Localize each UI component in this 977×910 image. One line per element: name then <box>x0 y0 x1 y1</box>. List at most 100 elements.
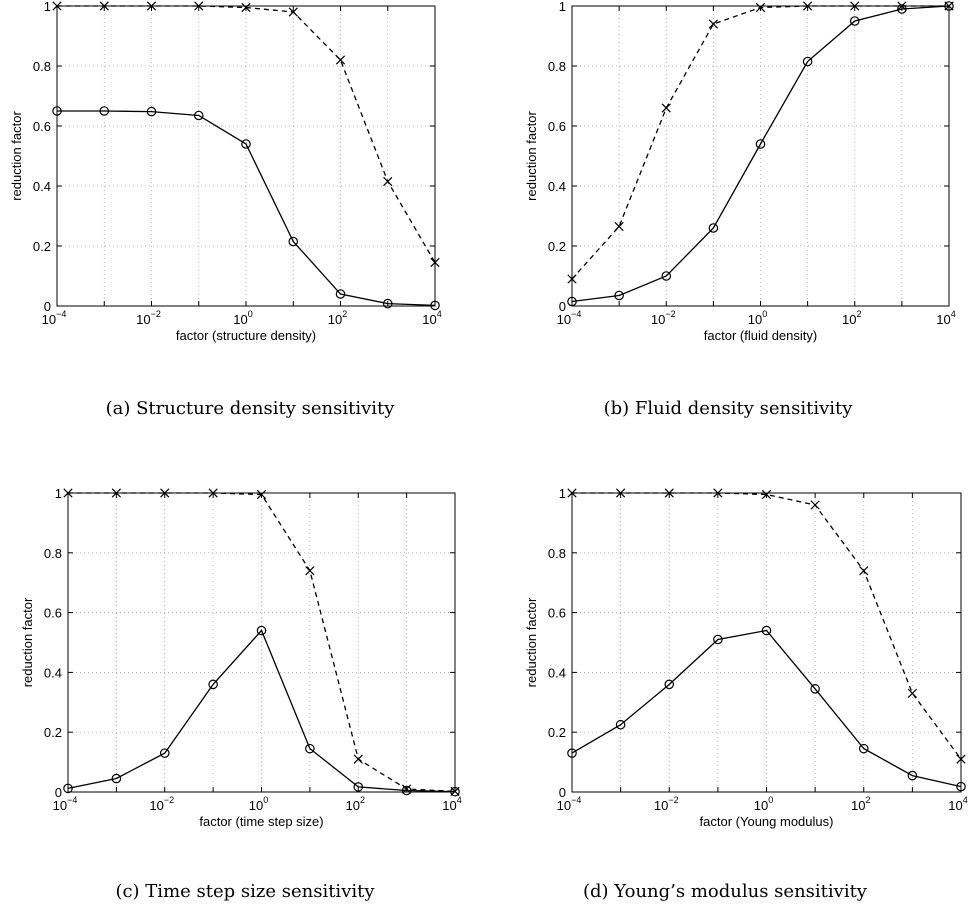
grid <box>572 493 961 792</box>
data-point-circle <box>907 770 918 781</box>
data-point-circle <box>810 684 820 694</box>
y-tick-label: 0.2 <box>548 725 566 740</box>
data-point-circle <box>761 625 772 636</box>
data-point-circle <box>755 139 766 149</box>
plot-frame <box>571 5 950 307</box>
plot-area <box>572 493 961 792</box>
y-tick-label: 0.6 <box>548 606 566 621</box>
data-point-cross <box>335 55 346 65</box>
plot-frame <box>571 492 962 793</box>
x-axis-label: factor (Young modulus) <box>700 814 834 829</box>
data-point-cross <box>305 566 315 576</box>
data-point-cross <box>256 489 267 500</box>
x-axis-label: factor (structure density) <box>176 328 316 343</box>
data-point-cross <box>614 221 624 232</box>
data-point-circle <box>382 298 393 309</box>
data-point-circle <box>849 16 860 26</box>
x-tick-label: 100 <box>748 309 767 327</box>
y-axis-label: reduction factor <box>9 111 24 201</box>
y-tick-label: 0.8 <box>548 546 566 561</box>
data-point-circle <box>241 139 251 149</box>
data-point-circle <box>664 679 675 690</box>
data-point-circle <box>897 4 907 14</box>
series-line-solid <box>571 629 962 788</box>
y-tick-label: 0.4 <box>44 665 62 680</box>
y-tick-label: 0.6 <box>44 606 62 621</box>
data-point-circle <box>614 290 624 301</box>
panel-caption: (d) Young’s modulus sensitivity <box>583 881 868 902</box>
panel-caption: (b) Fluid density sensitivity <box>604 398 854 419</box>
x-tick-label: 104 <box>422 309 441 327</box>
data-point-circle <box>615 719 626 730</box>
data-point-cross <box>241 2 251 13</box>
x-tick-label: 102 <box>346 795 365 813</box>
y-tick-label: 0.6 <box>548 119 566 134</box>
y-tick-label: 0.4 <box>548 179 566 194</box>
x-tick-label: 100 <box>249 795 268 813</box>
y-tick-label: 0.8 <box>548 59 566 74</box>
data-point-circle <box>353 782 364 792</box>
grid <box>68 493 455 792</box>
data-point-circle <box>288 236 299 247</box>
y-tick-label: 0.2 <box>44 725 62 740</box>
chart-panel-c: 10−4 10−2 100 102 104 0 0.2 0.4 0.6 0.8 1 factor (t… <box>20 486 462 902</box>
data-point-circle <box>661 271 672 281</box>
data-point-circle <box>708 223 719 233</box>
y-tick-label: 0 <box>44 299 51 314</box>
x-tick-label: 10−2 <box>149 795 174 813</box>
y-tick-label: 0.8 <box>33 59 51 74</box>
data-point-cross <box>661 103 671 113</box>
data-point-cross <box>353 754 363 764</box>
data-point-circle <box>802 56 813 67</box>
y-tick-label: 0.2 <box>33 239 51 254</box>
x-tick-label: 10−4 <box>557 309 582 327</box>
x-axis-label: factor (fluid density) <box>704 328 817 343</box>
panel-caption: (c) Time step size sensitivity <box>115 881 375 902</box>
data-point-circle <box>208 679 218 690</box>
y-tick-label: 0.2 <box>548 239 566 254</box>
data-point-cross <box>755 2 766 13</box>
data-point-cross <box>859 566 869 576</box>
chart-panel-a: 10−4 10−2 100 102 104 0 0.2 0.4 0.6 0.8 1 factor (s… <box>9 0 442 419</box>
x-tick-label: 102 <box>328 309 347 327</box>
y-axis-label: reduction factor <box>524 597 539 687</box>
x-tick-label: 100 <box>233 309 252 327</box>
x-tick-label: 102 <box>851 795 870 813</box>
data-point-circle <box>146 106 157 117</box>
y-tick-label: 0 <box>55 785 62 800</box>
x-tick-label: 10−2 <box>654 795 679 813</box>
chart-panel-d: 10−4 10−2 100 102 104 0 0.2 0.4 0.6 0.8 1 factor (Y… <box>524 486 968 902</box>
x-tick-label: 102 <box>842 309 861 327</box>
y-axis-label: reduction factor <box>20 597 35 687</box>
series-line-solid <box>67 629 456 793</box>
data-point-circle <box>713 634 723 645</box>
x-tick-label: 10−2 <box>651 309 676 327</box>
y-tick-label: 0.8 <box>44 546 62 561</box>
y-tick-label: 1 <box>55 486 62 501</box>
data-point-circle <box>256 625 267 636</box>
x-tick-label: 10−4 <box>42 309 67 327</box>
data-point-circle <box>193 110 204 121</box>
data-point-cross <box>907 688 917 698</box>
x-tick-label: 104 <box>948 795 967 813</box>
data-point-circle <box>159 748 170 758</box>
plot-frame <box>56 5 436 307</box>
data-point-circle <box>111 773 122 784</box>
data-point-circle <box>335 289 346 299</box>
data-point-cross <box>810 500 820 510</box>
y-tick-label: 0.4 <box>33 179 51 194</box>
data-point-cross <box>383 176 393 187</box>
plot-area <box>572 6 949 306</box>
series-line-solid <box>57 110 436 307</box>
y-tick-label: 0 <box>559 785 566 800</box>
x-axis-label: factor (time step size) <box>199 814 323 829</box>
data-point-cross <box>708 19 718 29</box>
x-tick-label: 104 <box>936 309 955 327</box>
data-point-circle <box>305 743 315 754</box>
y-tick-label: 1 <box>559 486 566 501</box>
plot-frame <box>67 492 456 793</box>
y-axis-label: reduction factor <box>524 111 539 201</box>
plot-area <box>57 6 435 306</box>
data-point-cross <box>761 489 772 500</box>
